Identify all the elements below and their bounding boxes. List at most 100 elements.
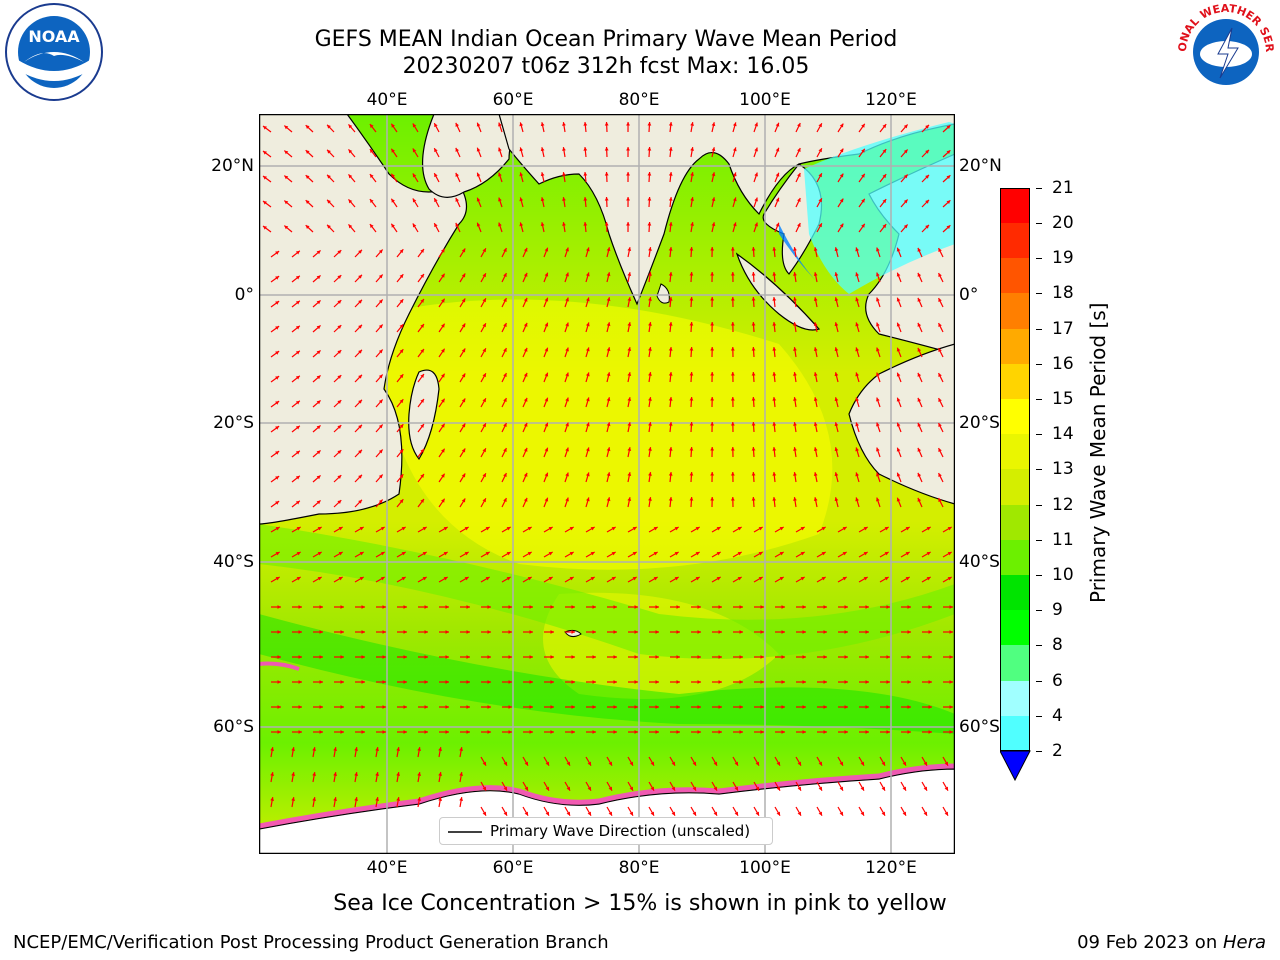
wave-arrow-icon (312, 275, 321, 283)
wave-arrow-icon (459, 348, 466, 358)
wave-arrow-icon (562, 122, 566, 133)
wave-arrow-icon (459, 298, 466, 308)
wave-arrow-icon (564, 551, 574, 558)
wave-arrow-icon (917, 497, 923, 508)
wave-arrow-icon (438, 747, 443, 758)
wave-arrow-icon (369, 198, 377, 208)
wave-arrow-icon (627, 447, 632, 458)
wave-arrow-icon (668, 446, 673, 458)
wave-arrow-icon (438, 348, 446, 358)
wave-arrow-icon (607, 730, 617, 734)
wave-arrow-icon (896, 297, 902, 308)
wave-arrow-icon (648, 272, 652, 283)
wave-arrow-icon (375, 424, 384, 433)
colorbar-tick-mark (1036, 610, 1042, 611)
colorbar-tick-mark (1036, 716, 1042, 717)
wave-arrow-icon (942, 576, 952, 583)
wave-arrow-icon (564, 397, 569, 408)
wave-arrow-icon (292, 605, 302, 609)
wave-arrow-icon (417, 273, 425, 283)
wave-arrow-icon (312, 576, 322, 583)
legend-line-icon (448, 831, 482, 833)
wave-arrow-icon (438, 273, 446, 283)
wave-arrow-icon (690, 172, 694, 183)
wave-arrow-icon (376, 680, 386, 684)
wave-arrow-icon (540, 197, 545, 208)
wave-arrow-icon (858, 756, 865, 766)
wave-arrow-icon (879, 198, 887, 208)
wave-arrow-icon (838, 655, 848, 659)
wave-arrow-icon (326, 174, 335, 183)
wave-arrow-icon (938, 497, 944, 508)
wave-arrow-icon (942, 756, 949, 766)
wave-arrow-icon (333, 324, 342, 333)
wave-arrow-icon (917, 272, 923, 283)
wave-arrow-icon (586, 655, 596, 659)
colorbar-tick-label: 17 (1052, 319, 1074, 339)
wave-arrow-icon (480, 272, 487, 283)
wave-arrow-icon (627, 297, 632, 308)
wave-arrow-icon (711, 551, 721, 558)
wave-arrow-icon (733, 705, 743, 709)
wave-arrow-icon (396, 498, 404, 508)
wave-arrow-icon (523, 630, 533, 634)
colorbar-segment (1000, 434, 1030, 469)
wave-arrow-icon (438, 473, 446, 483)
colorbar-segment (1000, 329, 1030, 364)
wave-arrow-icon (879, 806, 886, 816)
colorbar-tick-mark (1036, 364, 1042, 365)
wave-arrow-icon (627, 497, 632, 508)
wave-arrow-icon (291, 425, 301, 433)
wave-arrow-icon (412, 173, 419, 183)
wave-arrow-icon (417, 348, 425, 358)
wave-arrow-icon (501, 497, 507, 508)
wave-arrow-icon (433, 147, 440, 158)
wave-arrow-icon (397, 655, 407, 659)
wave-arrow-icon (711, 197, 716, 208)
lon-tick-top: 60°E (492, 90, 534, 110)
wave-arrow-icon (501, 297, 507, 308)
wave-arrow-icon (604, 196, 609, 208)
wave-arrow-icon (753, 806, 760, 816)
wave-arrow-icon (648, 756, 655, 766)
wave-arrow-icon (751, 321, 756, 333)
wave-arrow-icon (412, 223, 419, 233)
colorbar-tick-mark (1036, 505, 1042, 506)
wave-arrow-icon (858, 781, 865, 791)
wave-arrow-icon (418, 655, 428, 659)
wave-arrow-icon (668, 221, 673, 233)
wave-arrow-icon (412, 123, 419, 133)
wave-arrow-icon (501, 347, 507, 358)
wave-arrow-icon (312, 500, 321, 508)
wave-arrow-icon (795, 806, 802, 816)
wave-arrow-icon (397, 730, 407, 734)
colorbar-segment (1000, 223, 1030, 258)
wave-arrow-icon (544, 605, 554, 609)
wave-arrow-icon (690, 756, 697, 766)
wave-arrow-icon (795, 526, 805, 533)
wave-arrow-icon (627, 347, 632, 358)
colorbar-segment (1000, 540, 1030, 575)
wave-arrow-icon (455, 122, 461, 133)
wave-arrow-icon (523, 655, 533, 659)
wave-arrow-icon (795, 576, 805, 583)
wave-arrow-icon (348, 224, 356, 233)
wave-arrow-icon (732, 551, 742, 558)
wave-arrow-icon (523, 730, 533, 734)
wave-arrow-icon (813, 322, 818, 333)
colorbar-label-wrap: Primary Wave Mean Period [s] (968, 303, 1228, 604)
colorbar-extend-arrow (999, 750, 1031, 782)
wave-arrow-icon (312, 375, 321, 383)
wave-arrow-icon (522, 372, 528, 383)
wave-arrow-icon (564, 322, 569, 333)
wave-arrow-icon (270, 350, 280, 358)
wave-arrow-icon (480, 551, 490, 558)
wave-arrow-icon (627, 322, 632, 333)
wave-arrow-icon (689, 396, 694, 408)
wave-arrow-icon (942, 149, 951, 158)
wave-arrow-icon (606, 781, 613, 791)
wave-arrow-icon (376, 730, 386, 734)
wave-arrow-icon (917, 247, 923, 258)
wave-arrow-icon (627, 781, 634, 791)
wave-arrow-icon (481, 655, 491, 659)
